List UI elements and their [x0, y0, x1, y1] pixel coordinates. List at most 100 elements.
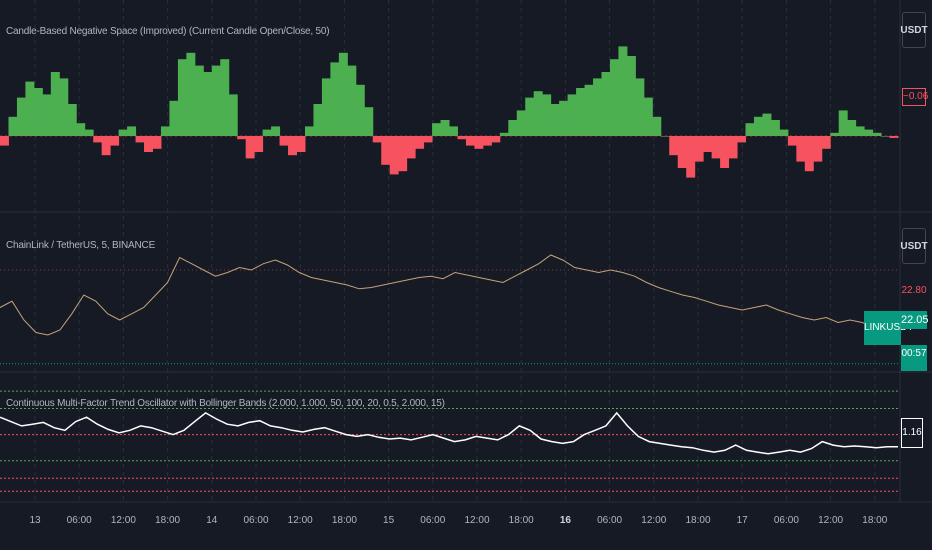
negative-space-bar: [779, 129, 789, 136]
negative-space-bar: [669, 136, 679, 156]
negative-space-bar: [84, 129, 94, 136]
negative-space-bar: [50, 72, 60, 136]
time-tick-label: 06:00: [243, 515, 269, 526]
negative-space-bar: [864, 129, 874, 136]
price-upper-label: 22.80: [901, 285, 927, 296]
negative-space-bar: [220, 59, 230, 137]
price-unit-badge[interactable]: USDT: [900, 228, 928, 264]
negative-space-bar: [457, 136, 467, 140]
negative-space-bar: [516, 110, 526, 136]
time-tick-label: 18:00: [155, 515, 181, 526]
negative-space-bar: [762, 113, 772, 136]
negative-space-bar: [830, 132, 840, 136]
negative-space-unit-badge[interactable]: USDT: [900, 12, 928, 48]
negative-space-bar: [567, 94, 577, 136]
negative-space-bar: [110, 136, 120, 146]
symbol-label[interactable]: LINKUSDT: [864, 311, 913, 345]
negative-space-bar: [321, 78, 331, 136]
negative-space-bar: [76, 123, 86, 136]
negative-space-bar: [643, 97, 653, 136]
negative-space-title: Candle-Based Negative Space (Improved) (…: [6, 26, 330, 37]
oscillator-pane[interactable]: [0, 390, 898, 492]
negative-space-bar: [415, 136, 425, 149]
negative-space-bar: [423, 136, 433, 143]
negative-space-bar: [609, 59, 619, 137]
negative-space-bar: [25, 81, 35, 136]
time-tick-label: 12:00: [464, 515, 490, 526]
time-tick-label: 14: [206, 515, 218, 526]
time-tick-label: 12:00: [818, 515, 844, 526]
bar-countdown-label: 00:57: [901, 345, 927, 371]
negative-space-bar: [144, 136, 153, 152]
oscillator-last-value: 1.16: [901, 418, 923, 448]
negative-space-bar: [0, 136, 9, 146]
negative-space-bar: [389, 136, 399, 175]
oscillator-title: Continuous Multi-Factor Trend Oscillator…: [6, 398, 445, 409]
negative-space-bar: [753, 116, 763, 136]
negative-space-bar: [372, 136, 382, 143]
negative-space-bar: [33, 88, 43, 136]
negative-space-bar: [508, 120, 518, 136]
negative-space-bar: [432, 123, 442, 136]
negative-space-bar: [67, 104, 77, 136]
negative-space-bar: [398, 136, 408, 172]
negative-space-bar: [889, 136, 899, 138]
negative-space-bar: [16, 97, 26, 136]
negative-space-bar: [550, 104, 560, 136]
negative-space-bar: [406, 136, 416, 159]
time-tick-label: 12:00: [110, 515, 136, 526]
time-tick-label: 12:00: [287, 515, 313, 526]
negative-space-bar: [499, 132, 509, 136]
oscillator-line: [0, 411, 898, 455]
negative-space-bar: [694, 136, 704, 162]
negative-space-bar: [279, 136, 289, 146]
negative-space-bar: [42, 94, 52, 136]
negative-space-bar: [474, 136, 484, 149]
negative-space-bar: [169, 100, 179, 136]
negative-space-bar: [635, 78, 645, 136]
negative-space-bar: [254, 136, 264, 152]
negative-space-bar: [381, 136, 391, 165]
time-tick-label: 13: [29, 515, 41, 526]
negative-space-bar: [491, 136, 501, 143]
negative-space-bar: [304, 126, 314, 136]
negative-space-pane[interactable]: [0, 46, 899, 178]
negative-space-bar: [872, 132, 882, 136]
time-tick-label: 18:00: [331, 515, 357, 526]
price-series-title: ChainLink / TetherUS, 5, BINANCE: [6, 240, 156, 251]
negative-space-bar: [584, 84, 594, 136]
negative-space-bar: [245, 136, 255, 159]
negative-space-bar: [770, 120, 780, 136]
negative-space-bar: [677, 136, 687, 168]
negative-space-bar: [135, 136, 145, 143]
negative-space-bar: [525, 97, 535, 136]
negative-space-bar: [737, 136, 747, 143]
negative-space-bar: [330, 62, 340, 136]
time-tick-label: 06:00: [66, 515, 92, 526]
negative-space-bar: [593, 78, 602, 136]
negative-space-bar: [194, 65, 204, 136]
time-tick-label: 06:00: [597, 515, 623, 526]
negative-space-bar: [847, 120, 857, 136]
negative-space-bar: [533, 91, 543, 136]
negative-space-bar: [440, 120, 450, 136]
negative-space-bar: [186, 52, 196, 136]
negative-space-bar: [576, 88, 586, 136]
price-pane[interactable]: [0, 254, 899, 365]
negative-space-bar: [711, 136, 721, 159]
negative-space-bar: [838, 110, 848, 136]
negative-space-bar: [93, 136, 103, 143]
negative-space-bar: [482, 136, 492, 146]
time-tick-label: 18:00: [508, 515, 534, 526]
negative-space-bar: [237, 136, 247, 140]
negative-space-bar: [338, 52, 348, 136]
negative-space-bar: [228, 94, 238, 136]
negative-space-bar: [364, 107, 374, 136]
negative-space-bar: [313, 104, 323, 136]
negative-space-bar: [347, 65, 357, 136]
negative-space-bar: [296, 136, 306, 152]
negative-space-last-value: −0.06: [902, 88, 928, 106]
time-tick-label: 06:00: [420, 515, 446, 526]
